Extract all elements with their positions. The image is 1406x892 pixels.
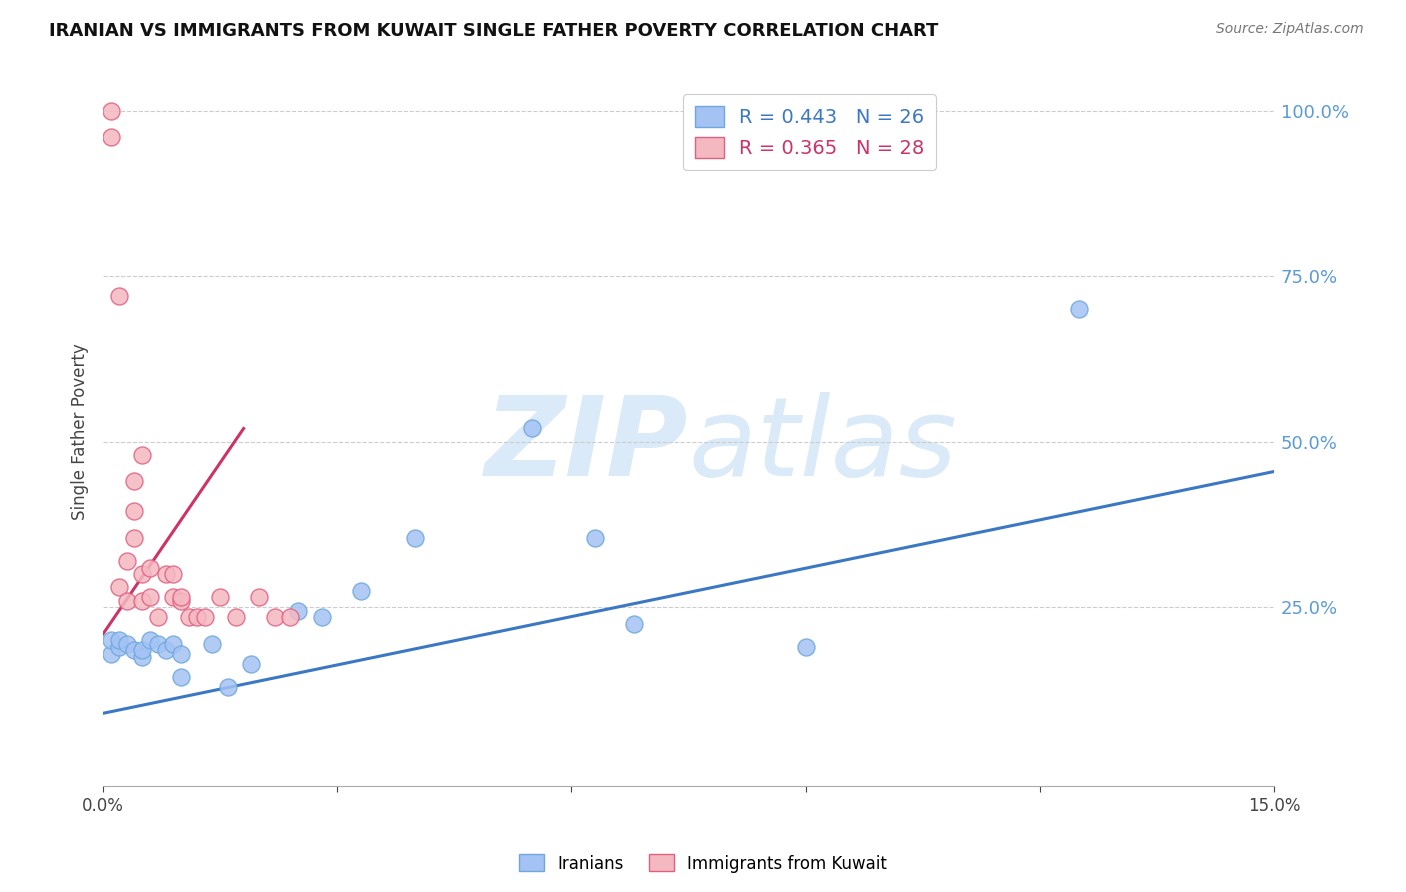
Point xyxy=(131,593,153,607)
Point xyxy=(155,567,177,582)
Point xyxy=(186,610,208,624)
Text: Source: ZipAtlas.com: Source: ZipAtlas.com xyxy=(1216,22,1364,37)
Point xyxy=(124,531,146,545)
Point xyxy=(115,554,138,568)
Point xyxy=(100,103,122,118)
Point xyxy=(107,581,129,595)
Point xyxy=(522,421,544,435)
Point xyxy=(107,640,129,654)
Point xyxy=(1067,302,1090,317)
Point xyxy=(247,591,270,605)
Point xyxy=(170,647,193,661)
Point xyxy=(177,610,200,624)
Point xyxy=(100,633,122,648)
Point xyxy=(124,475,146,489)
Text: ZIP: ZIP xyxy=(485,392,689,500)
Point xyxy=(209,591,232,605)
Text: IRANIAN VS IMMIGRANTS FROM KUWAIT SINGLE FATHER POVERTY CORRELATION CHART: IRANIAN VS IMMIGRANTS FROM KUWAIT SINGLE… xyxy=(49,22,939,40)
Point xyxy=(170,591,193,605)
Point xyxy=(350,583,373,598)
Point xyxy=(162,637,184,651)
Point xyxy=(146,637,169,651)
Point xyxy=(794,640,817,654)
Point xyxy=(139,560,162,574)
Point xyxy=(280,610,302,624)
Point xyxy=(124,504,146,518)
Point xyxy=(240,657,263,671)
Point xyxy=(162,591,184,605)
Point xyxy=(131,643,153,657)
Point xyxy=(107,633,129,648)
Point xyxy=(404,531,426,545)
Point xyxy=(139,591,162,605)
Point xyxy=(287,604,309,618)
Point xyxy=(170,593,193,607)
Point xyxy=(583,531,606,545)
Point xyxy=(124,643,146,657)
Point xyxy=(225,610,247,624)
Point xyxy=(100,647,122,661)
Legend: Iranians, Immigrants from Kuwait: Iranians, Immigrants from Kuwait xyxy=(512,847,894,880)
Point xyxy=(146,610,169,624)
Point xyxy=(131,448,153,462)
Point xyxy=(201,637,224,651)
Point xyxy=(107,289,129,303)
Point xyxy=(162,567,184,582)
Point xyxy=(139,633,162,648)
Point xyxy=(263,610,285,624)
Point xyxy=(100,130,122,145)
Point xyxy=(155,643,177,657)
Point xyxy=(131,650,153,665)
Point xyxy=(115,637,138,651)
Text: atlas: atlas xyxy=(689,392,957,500)
Legend: R = 0.443   N = 26, R = 0.365   N = 28: R = 0.443 N = 26, R = 0.365 N = 28 xyxy=(683,95,936,169)
Y-axis label: Single Father Poverty: Single Father Poverty xyxy=(72,343,89,520)
Point xyxy=(311,610,333,624)
Point xyxy=(115,593,138,607)
Point xyxy=(217,680,239,694)
Point xyxy=(194,610,217,624)
Point xyxy=(131,567,153,582)
Point xyxy=(170,670,193,684)
Point xyxy=(623,616,645,631)
